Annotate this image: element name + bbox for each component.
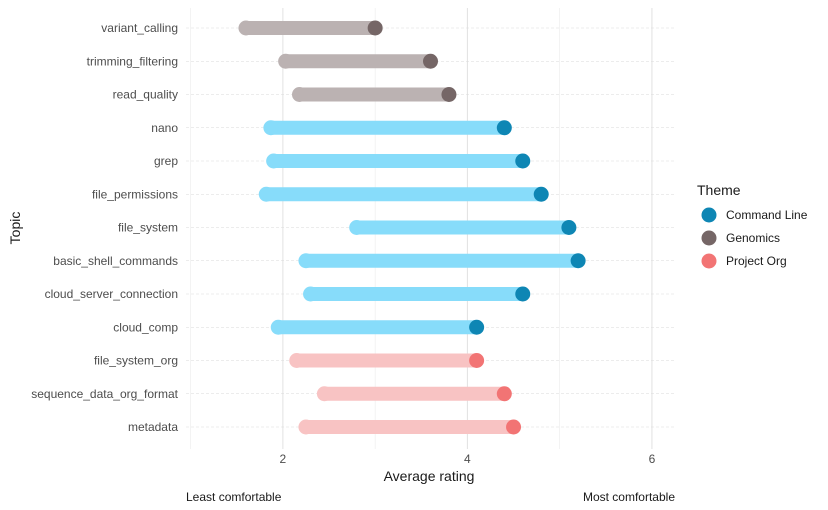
end-point xyxy=(570,253,586,269)
dumbbell-grep xyxy=(266,153,531,169)
dumbbell-file_permissions xyxy=(258,186,549,202)
dumbbell-trimming_filtering xyxy=(278,53,438,69)
start-point xyxy=(263,120,279,136)
end-point xyxy=(515,286,531,302)
start-point xyxy=(258,186,274,202)
start-point xyxy=(303,286,319,302)
dumbbell-sequence_data_org_format xyxy=(316,386,512,402)
y-tick-label: basic_shell_commands xyxy=(53,254,178,268)
x-tick-label: 4 xyxy=(464,452,471,466)
y-tick-label: grep xyxy=(154,154,178,168)
legend: Theme Command Line Genomics Project Org xyxy=(697,182,808,269)
start-point xyxy=(298,253,314,269)
x-axis-title: Average rating xyxy=(384,468,475,484)
end-point xyxy=(506,419,522,435)
start-point xyxy=(270,319,286,335)
dumbbell-nano xyxy=(263,120,512,136)
dumbbell-cloud_comp xyxy=(270,319,485,335)
x-tick-labels: 2 4 6 xyxy=(280,452,656,466)
end-point xyxy=(367,20,383,36)
dumbbell-basic_shell_commands xyxy=(298,253,586,269)
end-point xyxy=(496,386,512,402)
dumbbell-cloud_server_connection xyxy=(303,286,531,302)
legend-label: Genomics xyxy=(726,231,780,245)
start-point xyxy=(349,220,365,235)
y-tick-label: read_quality xyxy=(113,88,178,102)
end-point xyxy=(561,220,577,235)
legend-label: Project Org xyxy=(726,254,787,268)
dumbbell-metadata xyxy=(298,419,522,435)
legend-label: Command Line xyxy=(726,208,808,222)
x-tick-label: 2 xyxy=(280,452,287,466)
y-tick-label: file_permissions xyxy=(92,187,178,201)
y-tick-label: file_system xyxy=(118,221,178,235)
legend-items: Command Line Genomics Project Org xyxy=(701,207,808,269)
y-tick-label: trimming_filtering xyxy=(87,54,178,68)
y-axis-title: Topic xyxy=(7,212,23,245)
y-tick-label: nano xyxy=(151,121,178,135)
y-tick-label: metadata xyxy=(128,420,178,434)
dumbbell-read_quality xyxy=(291,87,457,102)
dumbbell-variant_calling xyxy=(238,20,383,36)
legend-key xyxy=(701,253,717,269)
y-tick-labels: variant_calling trimming_filtering read_qu… xyxy=(31,21,178,434)
dumbbell-series xyxy=(238,20,586,435)
y-tick-label: file_system_org xyxy=(94,354,178,368)
start-point xyxy=(298,419,314,435)
end-point xyxy=(469,353,485,368)
start-point xyxy=(316,386,332,402)
start-point xyxy=(291,87,307,102)
legend-title: Theme xyxy=(697,182,741,198)
start-point xyxy=(238,20,254,36)
start-point xyxy=(289,353,305,368)
end-point xyxy=(469,319,485,335)
legend-item: Project Org xyxy=(701,253,787,269)
dumbbell-file_system_org xyxy=(289,353,485,368)
start-point xyxy=(278,53,294,69)
start-point xyxy=(266,153,282,169)
x-tick-label: 6 xyxy=(649,452,656,466)
y-tick-label: cloud_server_connection xyxy=(45,287,178,301)
end-point xyxy=(441,87,457,102)
legend-item: Genomics xyxy=(701,230,780,246)
annotation-least-comfortable: Least comfortable xyxy=(186,490,282,504)
end-point xyxy=(533,186,549,202)
legend-key xyxy=(701,230,717,246)
dumbbell-file_system xyxy=(349,220,577,235)
end-point xyxy=(496,120,512,136)
y-tick-label: sequence_data_org_format xyxy=(31,387,178,401)
annotation-most-comfortable: Most comfortable xyxy=(583,490,675,504)
legend-key xyxy=(701,207,717,223)
y-tick-label: variant_calling xyxy=(101,21,178,35)
y-tick-label: cloud_comp xyxy=(113,320,178,334)
end-point xyxy=(423,53,438,69)
end-point xyxy=(515,153,531,169)
legend-item: Command Line xyxy=(701,207,808,223)
